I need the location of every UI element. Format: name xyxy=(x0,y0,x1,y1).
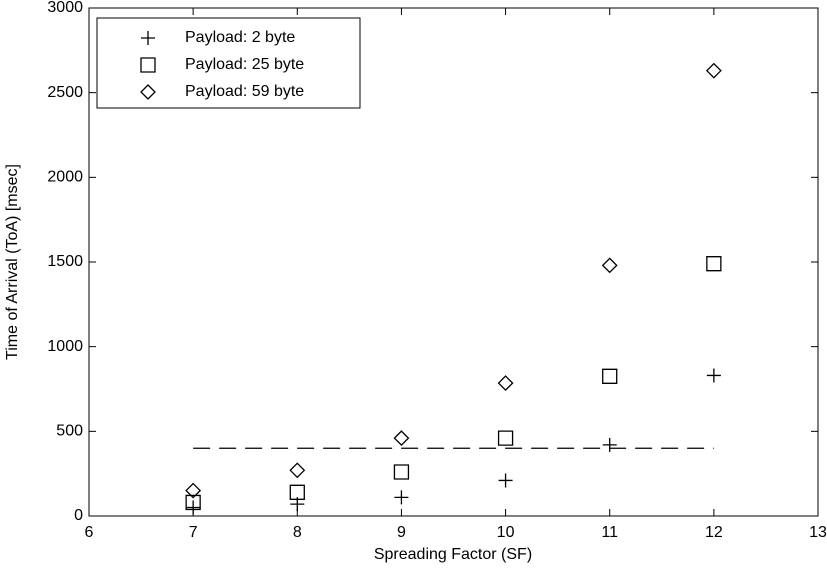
legend-label: Payload: 25 byte xyxy=(185,56,304,73)
point xyxy=(705,62,722,79)
point xyxy=(289,462,306,479)
legend-marker xyxy=(140,84,156,100)
point xyxy=(601,257,618,274)
point xyxy=(602,368,618,384)
point xyxy=(393,430,410,447)
point xyxy=(706,368,721,383)
point xyxy=(185,482,202,499)
point xyxy=(706,256,722,272)
y-tick-label: 2000 xyxy=(47,169,83,186)
point xyxy=(497,375,514,391)
x-tick-label: 12 xyxy=(705,524,723,541)
y-tick-label: 0 xyxy=(74,507,83,524)
legend-label: Payload: 59 byte xyxy=(185,83,304,100)
point xyxy=(602,437,617,452)
point xyxy=(289,484,305,500)
x-tick-label: 6 xyxy=(85,524,94,541)
point xyxy=(393,464,410,480)
x-tick-label: 8 xyxy=(293,524,302,541)
legend-marker xyxy=(141,31,155,45)
point xyxy=(498,473,513,488)
y-tick-label: 2500 xyxy=(47,84,83,101)
y-tick-label: 3000 xyxy=(47,0,83,16)
point xyxy=(497,430,514,446)
x-tick-label: 11 xyxy=(601,524,618,541)
y-axis-label: Time of Arrival (ToA) [msec] xyxy=(4,164,21,360)
legend-label: Payload: 2 byte xyxy=(185,29,295,46)
legend-marker xyxy=(140,57,156,73)
y-tick-label: 1000 xyxy=(47,338,83,355)
x-tick-label: 7 xyxy=(189,524,198,541)
x-tick-label: 9 xyxy=(397,524,406,541)
x-tick-label: 13 xyxy=(809,524,827,541)
x-axis-label: Spreading Factor (SF) xyxy=(374,546,532,563)
point xyxy=(186,500,201,515)
y-tick-label: 500 xyxy=(56,423,83,440)
point xyxy=(394,490,409,505)
x-tick-label: 10 xyxy=(497,524,515,541)
y-tick-label: 1500 xyxy=(47,253,83,270)
